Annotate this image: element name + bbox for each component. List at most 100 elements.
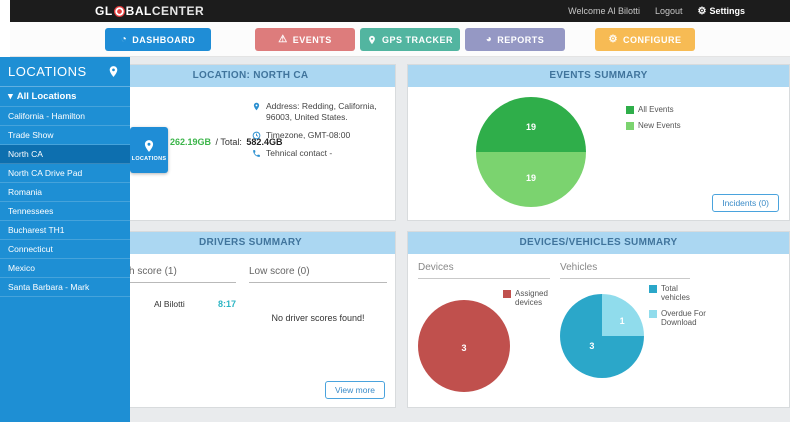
- settings-link[interactable]: ⚙ Settings: [698, 6, 745, 17]
- locations-tab-label: LOCATIONS: [131, 155, 167, 162]
- nav-reports-label: REPORTS: [497, 34, 545, 45]
- sidebar-item-north-ca[interactable]: North CA: [0, 145, 130, 164]
- new-events-swatch: [626, 122, 634, 130]
- gear-icon: ⚙: [608, 33, 618, 45]
- sidebar-item-connecticut[interactable]: Connecticut: [0, 240, 130, 259]
- nav-events-button[interactable]: ⚠ EVENTS: [255, 28, 355, 51]
- no-scores-message: No driver scores found!: [271, 313, 365, 323]
- sidebar-item-trade-show[interactable]: Trade Show: [0, 126, 130, 145]
- locations-title: LOCATIONS: [8, 64, 87, 79]
- sidebar-item-north-ca-drive-pad[interactable]: North CA Drive Pad: [0, 164, 130, 183]
- legend-new-events: New Events: [626, 121, 681, 130]
- drivers-summary-card: DRIVERS SUMMARY High score (1) Al Bilott…: [105, 231, 396, 408]
- high-score-column: High score (1) Al Bilotti 8:17: [114, 266, 236, 309]
- storage-usage: 262.19GB / Total: 582.4GB: [170, 137, 282, 147]
- logout-link[interactable]: Logout: [654, 6, 683, 16]
- top-bar: GL BAL CENTER Welcome Al Bilotti Logout …: [10, 0, 790, 22]
- logo-text-gl: GL: [95, 4, 113, 18]
- all-events-label: All Events: [638, 105, 674, 114]
- sidebar-item-santa-barbara-mark[interactable]: Santa Barbara - Mark: [0, 278, 130, 297]
- contact-row: Tehnical contact -: [252, 148, 384, 159]
- contact-text: Tehnical contact -: [266, 148, 333, 159]
- view-more-button[interactable]: View more: [325, 381, 385, 399]
- sidebar-item-california-hamilton[interactable]: California - Hamilton: [0, 107, 130, 126]
- locations-sidebar-header: LOCATIONS: [0, 57, 130, 87]
- pin-icon: [107, 65, 120, 78]
- low-score-header: Low score (0): [249, 266, 387, 283]
- nav-dashboard-button[interactable]: ◔ DASHBOARD: [105, 28, 211, 51]
- logo-text-center: CENTER: [151, 4, 205, 18]
- wrench-icon: ⚙: [697, 5, 707, 17]
- location-card: LOCATION: NORTH CA 262.19GB / Total: 582…: [105, 64, 396, 221]
- drivers-card-title: DRIVERS SUMMARY: [106, 232, 395, 254]
- sidebar-item-romania[interactable]: Romania: [0, 183, 130, 202]
- pin-icon: [367, 35, 377, 45]
- nav-configure-button[interactable]: ⚙ CONFIGURE: [595, 28, 695, 51]
- address-text: Address: Redding, California, 96003, Uni…: [266, 101, 377, 123]
- sidebar-item-tennessees[interactable]: Tennessees: [0, 202, 130, 221]
- total-vehicles-label: Total vehicles: [661, 284, 690, 302]
- pin-icon: [142, 139, 156, 153]
- clock-icon: [252, 131, 261, 141]
- devices-legend: Assigned devices: [503, 289, 555, 314]
- pie-chart-icon: ◕: [485, 33, 493, 45]
- high-score-header: High score (1): [114, 266, 236, 283]
- devices-value: 3: [461, 342, 467, 353]
- vehicles-header: Vehicles: [560, 262, 690, 279]
- caret-down-icon: ▾: [8, 91, 13, 102]
- settings-label: Settings: [709, 6, 745, 16]
- location-card-title: LOCATION: NORTH CA: [106, 65, 395, 87]
- sidebar-item-all-locations[interactable]: ▾ All Locations: [0, 87, 130, 107]
- new-events-label: New Events: [638, 121, 681, 130]
- devices-pie-chart: 3: [418, 300, 510, 392]
- logo-target-icon: [113, 5, 125, 17]
- storage-used-value: 262.19GB: [170, 137, 212, 147]
- address-row: Address: Redding, California, 96003, Uni…: [252, 101, 384, 123]
- vehicles-legend: Total vehicles Overdue For Download: [649, 284, 709, 334]
- app-logo: GL BAL CENTER: [95, 4, 204, 18]
- sidebar-item-label: All Locations: [16, 91, 77, 102]
- nav-reports-button[interactable]: ◕ REPORTS: [465, 28, 565, 51]
- legend-all-events: All Events: [626, 105, 681, 114]
- legend-total-vehicles: Total vehicles: [649, 284, 709, 302]
- timezone-row: Timezone, GMT-08:00: [252, 130, 384, 141]
- nav-events-label: EVENTS: [292, 34, 332, 45]
- assigned-devices-swatch: [503, 290, 511, 298]
- nav-configure-label: CONFIGURE: [622, 34, 682, 45]
- welcome-text: Welcome Al Bilotti: [568, 6, 640, 16]
- overdue-download-label: Overdue For Download: [661, 309, 706, 327]
- vehicles-column: Vehicles: [560, 262, 690, 279]
- incidents-button[interactable]: Incidents (0): [712, 194, 779, 212]
- driver-score-row[interactable]: Al Bilotti 8:17: [114, 299, 236, 309]
- devices-header: Devices: [418, 262, 550, 279]
- vehicles-pie-chart: 3 1: [560, 294, 644, 378]
- vehicles-overdue-value: 1: [619, 315, 625, 326]
- events-legend: All Events New Events: [626, 105, 681, 137]
- locations-toggle-tab[interactable]: LOCATIONS: [130, 127, 168, 173]
- nav-gps-tracker-label: GPS TRACKER: [381, 34, 453, 45]
- sidebar-item-bucharest-th1[interactable]: Bucharest TH1: [0, 221, 130, 240]
- legend-overdue-download: Overdue For Download: [649, 309, 709, 327]
- nav-gps-tracker-button[interactable]: GPS TRACKER: [360, 28, 460, 51]
- storage-total-value: 582.4GB: [246, 137, 283, 147]
- logo-text-bal: BAL: [125, 4, 152, 18]
- storage-divider: / Total:: [215, 137, 242, 147]
- events-pie-chart: 19 19: [476, 97, 586, 207]
- new-events-value: 19: [525, 173, 537, 184]
- phone-icon: [252, 149, 261, 159]
- nav-dashboard-label: DASHBOARD: [132, 34, 196, 45]
- events-summary-card: EVENTS SUMMARY 19 19 All Events New Even…: [407, 64, 790, 221]
- pin-icon: [252, 102, 261, 123]
- driver-name: Al Bilotti: [154, 299, 185, 309]
- all-events-value: 19: [525, 121, 537, 132]
- vehicles-total-value: 3: [589, 341, 595, 352]
- locations-sidebar: LOCATIONS ▾ All Locations California - H…: [0, 57, 130, 422]
- location-info: Address: Redding, California, 96003, Uni…: [252, 101, 384, 166]
- devices-card-title: DEVICES/VEHICLES SUMMARY: [408, 232, 789, 254]
- devices-vehicles-summary-card: DEVICES/VEHICLES SUMMARY Devices Vehicle…: [407, 231, 790, 408]
- sidebar-item-mexico[interactable]: Mexico: [0, 259, 130, 278]
- events-card-title: EVENTS SUMMARY: [408, 65, 789, 87]
- legend-assigned-devices: Assigned devices: [503, 289, 555, 307]
- main-nav: ◔ DASHBOARD ⚠ EVENTS GPS TRACKER ◕ REPOR…: [10, 22, 790, 57]
